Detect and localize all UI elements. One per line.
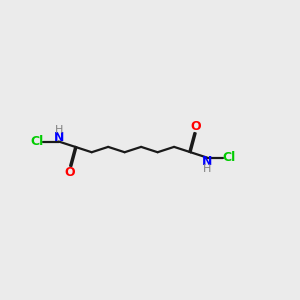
Text: H: H — [55, 125, 63, 135]
Text: Cl: Cl — [30, 135, 44, 148]
Text: N: N — [53, 131, 64, 144]
Text: O: O — [190, 120, 201, 133]
Text: N: N — [202, 155, 212, 168]
Text: Cl: Cl — [222, 151, 236, 164]
Text: H: H — [203, 164, 211, 174]
Text: O: O — [65, 166, 75, 179]
